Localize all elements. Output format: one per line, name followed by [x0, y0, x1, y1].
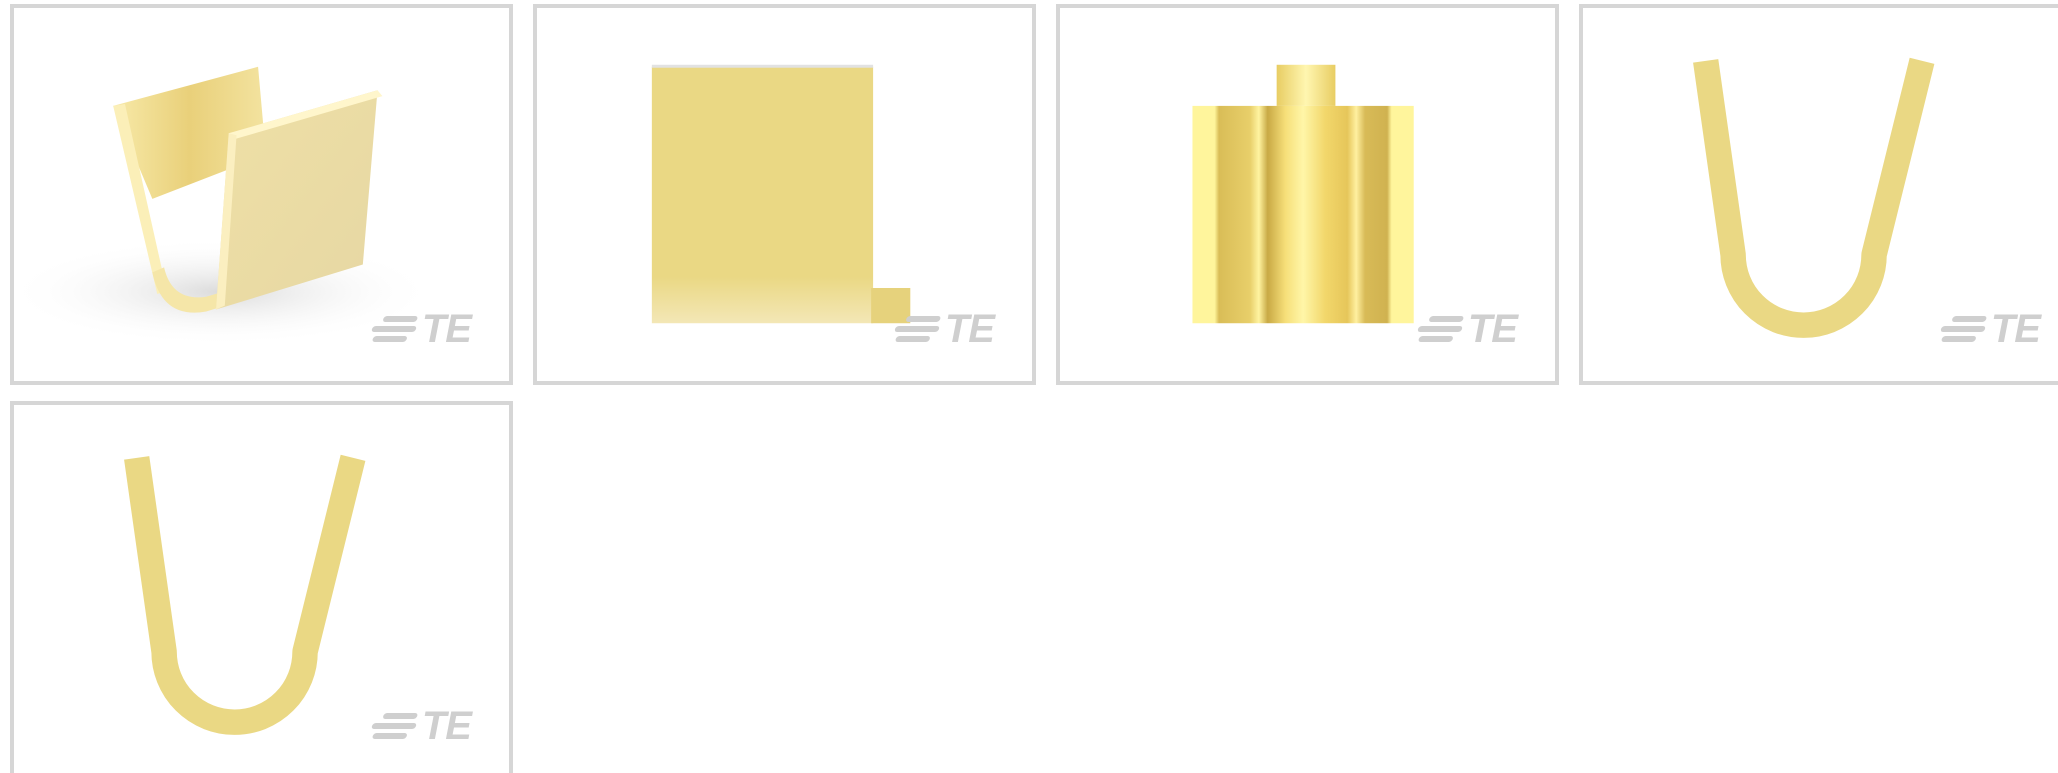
thumbnail-iso-view[interactable]: TE: [10, 4, 513, 385]
te-logo: TE: [893, 309, 995, 349]
te-logo: TE: [1939, 309, 2041, 349]
u-channel-3d-icon: [14, 66, 437, 346]
u-channel-side-icon: [651, 64, 911, 324]
u-channel-front-icon: [1192, 64, 1414, 324]
thumbnail-end-view-alt[interactable]: TE: [10, 401, 513, 773]
te-logo: TE: [370, 309, 472, 349]
thumbnail-end-view[interactable]: TE: [1579, 4, 2058, 385]
te-logo: TE: [370, 706, 472, 746]
u-channel-end-icon: [124, 454, 366, 735]
u-channel-end-icon: [1693, 57, 1935, 338]
thumbnail-side-view[interactable]: TE: [533, 4, 1036, 385]
te-logo: TE: [1416, 309, 1518, 349]
thumbnail-front-view[interactable]: TE: [1056, 4, 1559, 385]
